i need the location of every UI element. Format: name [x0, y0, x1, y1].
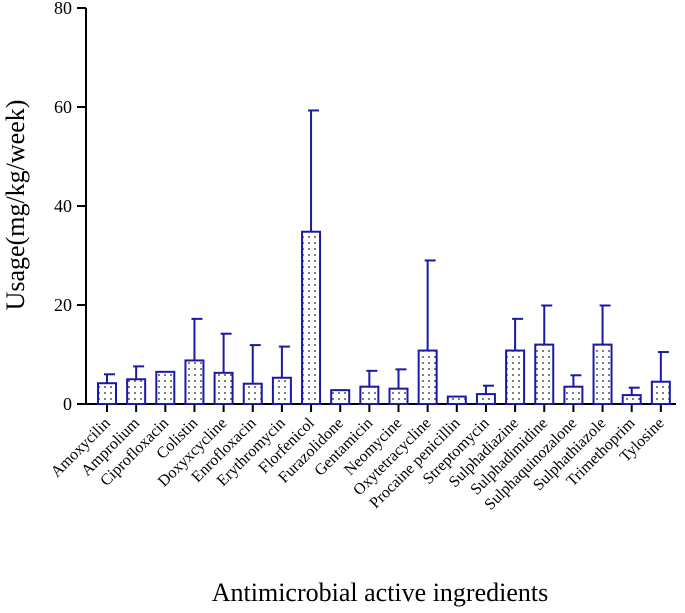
y-axis-title: Usage(mg/kg/week): [1, 100, 30, 311]
bar: [359, 385, 380, 405]
y-tick-label: 40: [54, 196, 72, 216]
bar: [534, 343, 555, 406]
bar: [126, 378, 147, 405]
bar: [213, 371, 234, 406]
y-tick-label: 20: [54, 295, 72, 315]
bar: [505, 349, 526, 406]
bar: [475, 393, 496, 406]
bar: [271, 376, 292, 406]
bar: [330, 389, 351, 406]
bar: [301, 230, 322, 405]
bar: [184, 359, 205, 406]
bar: [446, 395, 467, 406]
bar: [417, 349, 438, 406]
bar: [621, 394, 642, 405]
bar: [592, 343, 613, 406]
bar: [388, 387, 409, 405]
x-axis-title: Antimicrobial active ingredients: [212, 578, 548, 607]
bar: [242, 382, 263, 405]
y-tick-label: 80: [54, 0, 72, 18]
bar: [97, 382, 117, 405]
y-tick-label: 0: [63, 394, 72, 414]
bar: [650, 380, 671, 406]
plot-area: 020406080AmoxycilinAmproliumCiprofloxaci…: [48, 0, 676, 514]
y-tick-label: 60: [54, 97, 72, 117]
bar: [563, 385, 584, 405]
bar: [155, 370, 176, 406]
